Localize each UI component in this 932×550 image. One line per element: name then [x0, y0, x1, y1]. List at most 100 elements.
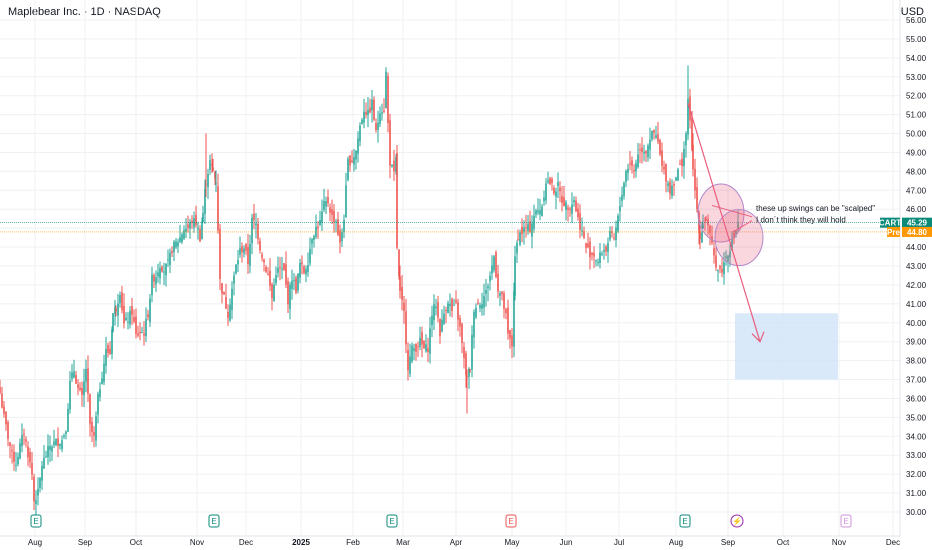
candle-body — [491, 265, 493, 274]
earnings-badge — [505, 514, 517, 528]
candle-body — [215, 183, 217, 185]
candle-body — [451, 298, 453, 311]
candle-body — [557, 182, 559, 186]
candle-body — [419, 337, 421, 347]
candle-body — [35, 500, 37, 504]
candle-body — [293, 280, 295, 282]
arrow-head — [751, 331, 765, 343]
currency-label[interactable]: USD — [900, 6, 924, 18]
candle-body — [681, 158, 683, 167]
time-tick-label: Jun — [560, 538, 573, 547]
earnings-label: E — [211, 517, 216, 526]
candle-body — [375, 122, 377, 131]
lightning-label: ⚡ — [732, 516, 742, 526]
candle-body — [71, 372, 73, 379]
candle-body — [269, 270, 271, 286]
candle-body — [11, 450, 13, 452]
candle-body — [501, 291, 503, 295]
earnings-icon[interactable]: E — [208, 514, 220, 528]
candle-body — [559, 187, 561, 192]
candle-body — [663, 166, 665, 170]
earnings-icon[interactable]: E — [386, 514, 398, 528]
candle-body — [243, 248, 245, 254]
candle-body — [407, 350, 409, 371]
candle-body — [563, 197, 565, 207]
candle-body — [195, 214, 197, 226]
candle-body — [387, 75, 389, 124]
symbol-tag — [880, 217, 900, 228]
price-tick-label: 43.00 — [906, 262, 927, 271]
candle-body — [103, 363, 105, 382]
candle-body — [95, 416, 97, 441]
candle-body — [465, 353, 467, 376]
candle-body — [516, 242, 518, 254]
candle-body — [345, 185, 347, 218]
candle-body — [421, 332, 423, 345]
candle-body — [463, 347, 465, 358]
candle-body — [317, 226, 319, 229]
candle-body — [443, 313, 445, 324]
candle-body — [363, 111, 365, 123]
lightning-icon[interactable]: ⚡ — [730, 514, 744, 528]
candle-body — [457, 302, 459, 320]
candle-body — [459, 318, 461, 327]
earnings-icon[interactable]: E — [30, 514, 42, 528]
candle-body — [665, 163, 667, 182]
earnings-icon[interactable]: E — [840, 514, 852, 528]
earnings-label: E — [843, 517, 848, 526]
earnings-icon[interactable]: E — [505, 514, 517, 528]
candle-body — [513, 291, 515, 347]
price-tick-label: 50.00 — [906, 130, 927, 139]
candle-body — [713, 248, 715, 256]
time-tick-label: 2025 — [292, 538, 310, 547]
candle-body — [701, 232, 703, 243]
candle-body — [17, 456, 19, 465]
candle-body — [281, 268, 283, 270]
candle-body — [639, 149, 641, 151]
candle-body — [411, 345, 413, 362]
time-tick-label: Sep — [721, 538, 736, 547]
candle-body — [675, 177, 677, 181]
candle-body — [475, 307, 477, 318]
candle-body — [709, 225, 711, 234]
candle-body — [339, 230, 341, 243]
candle-body — [683, 149, 685, 167]
candle-body — [287, 281, 289, 305]
candle-body — [143, 333, 145, 336]
price-tick-label: 33.00 — [906, 451, 927, 460]
candle-body — [211, 163, 213, 166]
candle-body — [509, 330, 511, 339]
earnings-label: E — [682, 517, 687, 526]
candle-body — [673, 184, 675, 186]
candle-body — [55, 438, 57, 446]
candle-body — [65, 431, 67, 434]
candle-body — [667, 183, 669, 186]
trend-arrow — [687, 103, 761, 342]
candle-body — [629, 163, 631, 165]
candle-body — [61, 440, 63, 450]
candle-body — [13, 451, 15, 462]
candle-body — [111, 329, 113, 355]
candle-body — [717, 270, 719, 272]
candle-body — [361, 119, 363, 125]
candle-body — [477, 302, 479, 304]
candle-body — [173, 241, 175, 253]
earnings-icon[interactable]: E — [679, 514, 691, 528]
candle-body — [212, 167, 214, 171]
candle-body — [671, 185, 673, 196]
candle-body — [453, 304, 455, 306]
candle-body — [217, 186, 219, 231]
candle-body — [529, 221, 531, 232]
annotation-text: I don´t think they will hold — [756, 216, 846, 225]
candle-body — [79, 387, 81, 390]
candle-body — [603, 250, 605, 252]
candle-body — [301, 262, 303, 265]
candle-body — [425, 344, 427, 352]
candle-body — [591, 252, 593, 255]
candle-body — [125, 317, 127, 321]
candle-body — [468, 368, 470, 378]
candle-body — [163, 271, 165, 273]
candle-body — [101, 378, 103, 385]
candle-body — [7, 422, 9, 439]
